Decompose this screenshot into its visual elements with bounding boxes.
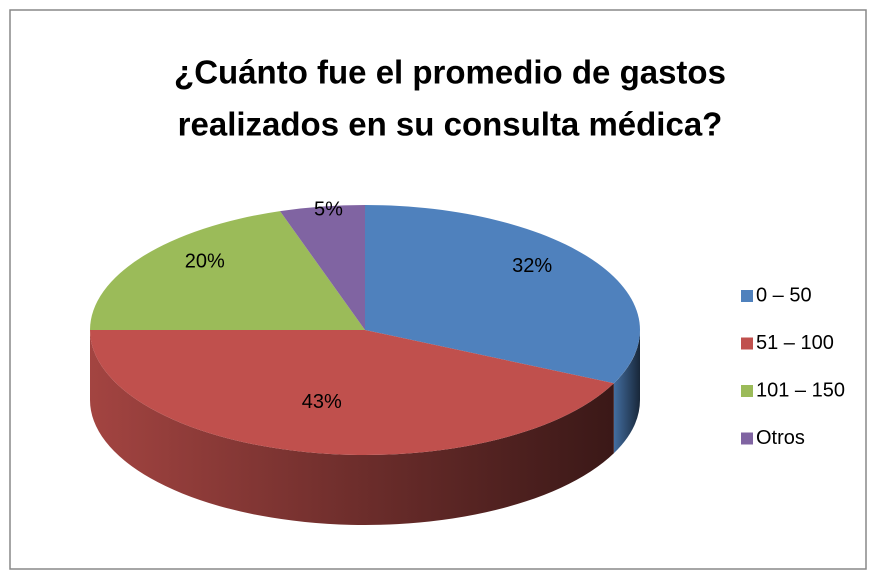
pie-slice <box>90 211 365 330</box>
data-label: 20% <box>185 250 225 272</box>
pie-slice <box>365 205 640 384</box>
data-label: 5% <box>314 198 343 220</box>
pie-side <box>613 330 640 454</box>
legend-label: 51 – 100 <box>756 332 834 354</box>
pie-slice <box>280 205 365 330</box>
pie-slice <box>89 330 614 455</box>
data-label: 43% <box>302 391 342 413</box>
legend-label: 101 – 150 <box>756 379 845 401</box>
chart-title: realizados en su consulta médica? <box>178 106 723 143</box>
legend-swatch <box>741 432 753 445</box>
pie-side <box>89 330 614 525</box>
legend-swatch <box>741 337 753 350</box>
data-label: 32% <box>512 255 552 277</box>
legend-swatch <box>741 385 753 397</box>
legend-label: Otros <box>756 427 805 449</box>
legend-swatch <box>741 290 753 302</box>
legend-label: 0 – 50 <box>756 284 812 306</box>
chart-title: ¿Cuánto fue el promedio de gastos <box>174 54 726 91</box>
